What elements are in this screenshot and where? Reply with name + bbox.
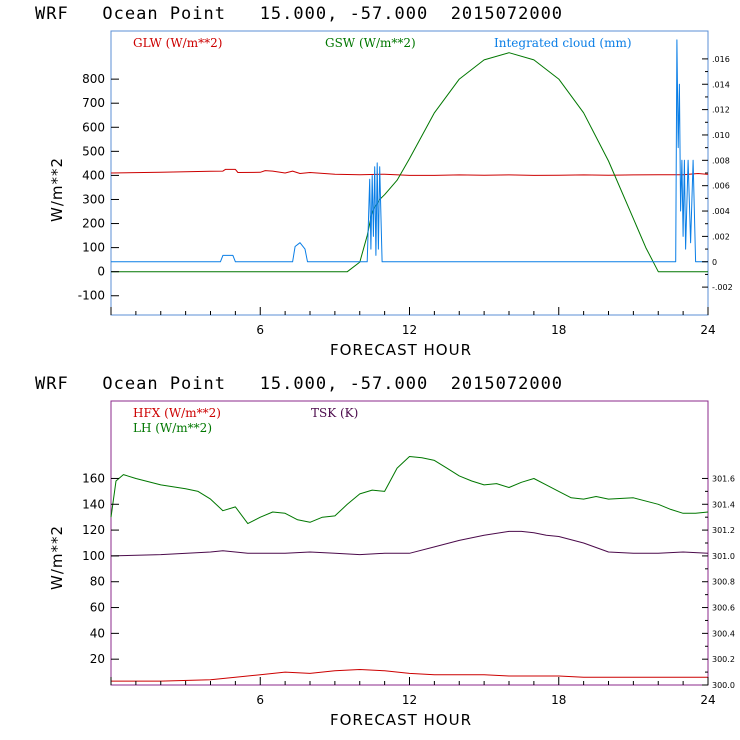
chart-1-y2-tick-label: .014 [712,80,730,89]
chart-2-y2-tick-label: 301.0 [712,552,735,561]
chart-1-y-tick-label: 400 [82,168,105,182]
chart-2-x-axis-label: FORECAST HOUR [330,711,472,729]
chart-1-y-tick-label: 500 [82,144,105,158]
chart-1-y2-tick-label: .010 [712,131,730,140]
chart-1-y-tick-label: 100 [82,241,105,255]
chart-1-legend-cloud: Integrated cloud (mm) [494,36,632,50]
chart-2-x-tick-label: 18 [551,693,566,707]
chart-2-x-tick-label: 12 [402,693,417,707]
chart-1-y-tick-label: 0 [97,265,105,279]
chart-2-title: WRF Ocean Point 15.000, -57.000 20150720… [35,374,563,394]
chart-2-y-tick-label: 120 [82,523,105,537]
chart-1-y-tick-label: 700 [82,96,105,110]
chart-2-y2-tick-label: 300.0 [712,681,735,690]
chart-1-y-tick-label: 300 [82,192,105,206]
chart-2-y-tick-label: 160 [82,471,105,485]
chart-2-y-tick-label: 80 [90,575,105,589]
chart-2-y2-tick-label: 300.6 [712,604,735,613]
chart-2-series-group [110,456,709,682]
chart-1-y2-tick-label: 0 [712,258,717,267]
chart-1-y-tick-label: 200 [82,217,105,231]
chart-1-x-axis-label: FORECAST HOUR [330,341,472,359]
chart-2-legend-lh: LH (W/m**2) [133,421,212,435]
chart-panel-2: WRF Ocean Point 15.000, -57.000 20150720… [35,374,735,729]
chart-1-series-glw [110,168,709,176]
chart-2-y2-tick-label: 301.2 [712,526,735,535]
chart-1-y2-tick-label: .012 [712,106,730,115]
chart-2-y-tick-label: 60 [90,601,105,615]
chart-2-x-tick-label: 24 [700,693,715,707]
chart-2-y-tick-label: 40 [90,626,105,640]
chart-1-x-tick-label: 24 [700,323,715,337]
chart-2-legend-tsk: TSK (K) [311,406,358,420]
chart-2-series-lh [110,456,709,525]
chart-2-axes-group: 6 12 18 24 20 40 60 80 100 120 140 160 300.0 300.2 300… [82,471,735,707]
chart-1-legend-gsw: GSW (W/m**2) [325,36,416,50]
chart-1-y-tick-label: 800 [82,72,105,86]
chart-1-series-group [110,39,709,273]
chart-panel-1: WRF Ocean Point 15.000, -57.000 20150720… [35,4,733,359]
chart-1-y2-tick-label: .008 [712,156,730,165]
chart-2-y2-tick-label: 300.4 [712,629,735,638]
chart-2-y-axis-label: W/m**2 [48,525,66,590]
chart-1-y2-tick-label: .016 [712,55,730,64]
chart-1-axes-group: 6 12 18 24 -100 0 100 200 300 400 500 600 700 800 -.00… [78,55,733,337]
chart-1-x-tick-label: 18 [551,323,566,337]
chart-1-y2-tick-label: .006 [712,182,730,191]
chart-2-y2-tick-label: 301.6 [712,474,735,483]
chart-1-y2-tick-label: -.002 [712,283,733,292]
chart-2-y2-tick-label: 300.8 [712,578,735,587]
chart-1-x-tick-label: 12 [402,323,417,337]
chart-1-y-tick-label: 600 [82,120,105,134]
chart-2-y2-tick-label: 301.4 [712,500,735,509]
chart-1-y-tick-label: -100 [78,289,105,303]
chart-1-x-tick-label: 6 [256,323,264,337]
chart-1-series-integrated [111,39,708,263]
chart-1-y2-tick-label: .004 [712,207,730,216]
chart-1-legend-glw: GLW (W/m**2) [133,36,222,50]
chart-1-series-gsw [111,52,708,273]
chart-2-y-tick-label: 20 [90,652,105,666]
chart-2-legend-hfx: HFX (W/m**2) [133,406,221,420]
chart-2-x-tick-label: 6 [256,693,264,707]
chart-2-y2-tick-label: 300.2 [712,655,735,664]
chart-1-y-axis-label: W/m**2 [48,157,66,222]
chart-2-series-tsk [110,530,709,557]
chart-2-y-tick-label: 100 [82,549,105,563]
chart-2-series-hfx [111,669,708,682]
chart-2-y-tick-label: 140 [82,497,105,511]
chart-1-y2-tick-label: .002 [712,232,730,241]
chart-1-title: WRF Ocean Point 15.000, -57.000 20150720… [35,4,563,24]
